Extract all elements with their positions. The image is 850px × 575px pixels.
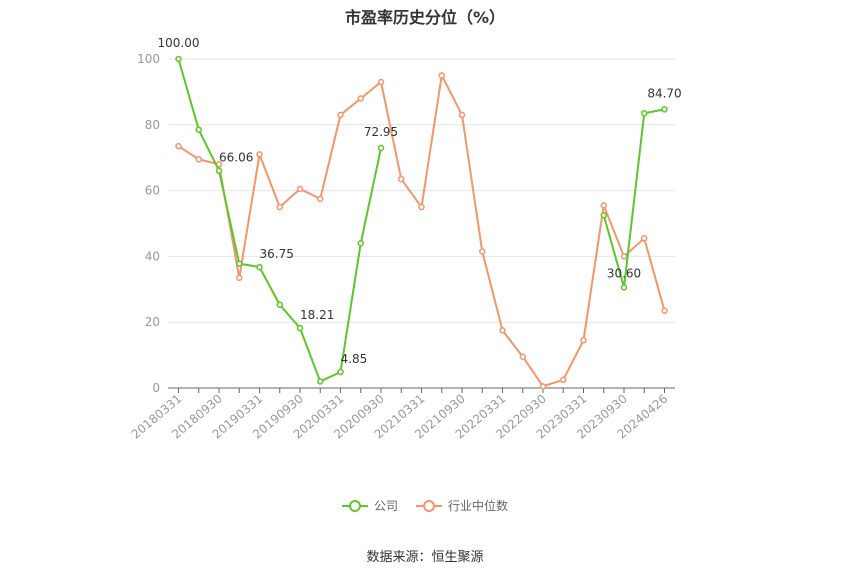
- data-point-company[interactable]: [195, 126, 202, 133]
- data-label: 30.60: [607, 266, 641, 280]
- data-point-industry-median[interactable]: [458, 111, 466, 119]
- legend-industry-label: 行业中位数: [448, 499, 509, 513]
- y-tick-label: 20: [145, 315, 160, 329]
- data-point-industry-median[interactable]: [479, 248, 486, 255]
- data-point-industry-median[interactable]: [438, 72, 445, 79]
- data-point-industry-median[interactable]: [377, 78, 385, 86]
- data-point-company[interactable]: [296, 324, 304, 332]
- data-point-industry-median[interactable]: [296, 185, 304, 193]
- data-point-industry-median[interactable]: [499, 327, 506, 334]
- data-point-industry-median[interactable]: [357, 95, 364, 102]
- data-point-industry-median[interactable]: [418, 203, 425, 211]
- data-point-industry-median[interactable]: [539, 383, 547, 390]
- data-point-industry-median[interactable]: [317, 195, 324, 203]
- data-point-company[interactable]: [620, 284, 628, 291]
- data-point-industry-median[interactable]: [276, 203, 283, 211]
- data-point-industry-median[interactable]: [620, 253, 628, 260]
- y-tick-label: 0: [152, 381, 160, 395]
- legend-industry-marker-icon: [416, 499, 442, 512]
- series-line-company: [602, 108, 665, 289]
- y-tick-label: 60: [145, 184, 160, 198]
- grid: [168, 58, 675, 323]
- legend-item-industry-median[interactable]: 行业中位数: [416, 497, 508, 514]
- data-point-industry-median[interactable]: [580, 337, 587, 344]
- y-tick-label: 40: [145, 249, 160, 263]
- data-label: 36.75: [260, 247, 294, 261]
- data-point-company[interactable]: [600, 212, 607, 219]
- data-label: 66.06: [219, 151, 253, 165]
- data-label: 72.95: [364, 125, 398, 139]
- data-point-company[interactable]: [337, 368, 344, 376]
- series-line-industry-median: [177, 74, 666, 388]
- data-point-industry-median[interactable]: [560, 376, 567, 384]
- data-label: 84.70: [647, 86, 681, 100]
- data-point-industry-median[interactable]: [195, 156, 202, 163]
- data-point-company[interactable]: [357, 239, 364, 247]
- data-point-industry-median[interactable]: [519, 353, 526, 360]
- series-layer: [175, 55, 668, 390]
- data-point-industry-median[interactable]: [175, 142, 182, 150]
- data-point-industry-median[interactable]: [256, 151, 263, 158]
- data-point-industry-median[interactable]: [661, 307, 668, 314]
- data-point-company[interactable]: [317, 378, 324, 385]
- data-point-industry-median[interactable]: [641, 235, 648, 242]
- data-point-company[interactable]: [661, 106, 668, 113]
- data-label: 100.00: [158, 36, 200, 50]
- data-source: 数据来源：恒生聚源: [366, 550, 484, 565]
- data-label: 4.85: [341, 352, 368, 366]
- y-tick-label: 80: [145, 118, 160, 132]
- data-point-company[interactable]: [215, 167, 223, 174]
- chart-title: 市盈率历史分位（%）: [344, 8, 506, 27]
- data-point-company[interactable]: [377, 144, 385, 152]
- data-point-company[interactable]: [175, 55, 182, 63]
- legend-item-company[interactable]: 公司: [341, 497, 398, 514]
- legend-company-label: 公司: [373, 499, 398, 513]
- data-point-company[interactable]: [276, 301, 283, 309]
- data-point-industry-median[interactable]: [398, 175, 405, 183]
- data-labels: 100.00 66.06 36.75 18.21 4.85 72.95 30.60 84.70: [158, 36, 682, 366]
- data-point-industry-median[interactable]: [600, 202, 607, 209]
- data-point-industry-median[interactable]: [337, 111, 344, 119]
- data-point-industry-median[interactable]: [236, 274, 243, 282]
- legend-company-marker-icon: [341, 499, 368, 512]
- data-point-company[interactable]: [641, 110, 648, 117]
- data-point-company[interactable]: [236, 260, 243, 267]
- legend: 公司 行业中位数: [0, 497, 850, 514]
- data-label: 18.21: [300, 308, 334, 322]
- y-tick-label: 100: [137, 52, 160, 66]
- data-point-company[interactable]: [256, 263, 263, 271]
- axes: 0204060801002018033120180930201903312019…: [129, 52, 675, 442]
